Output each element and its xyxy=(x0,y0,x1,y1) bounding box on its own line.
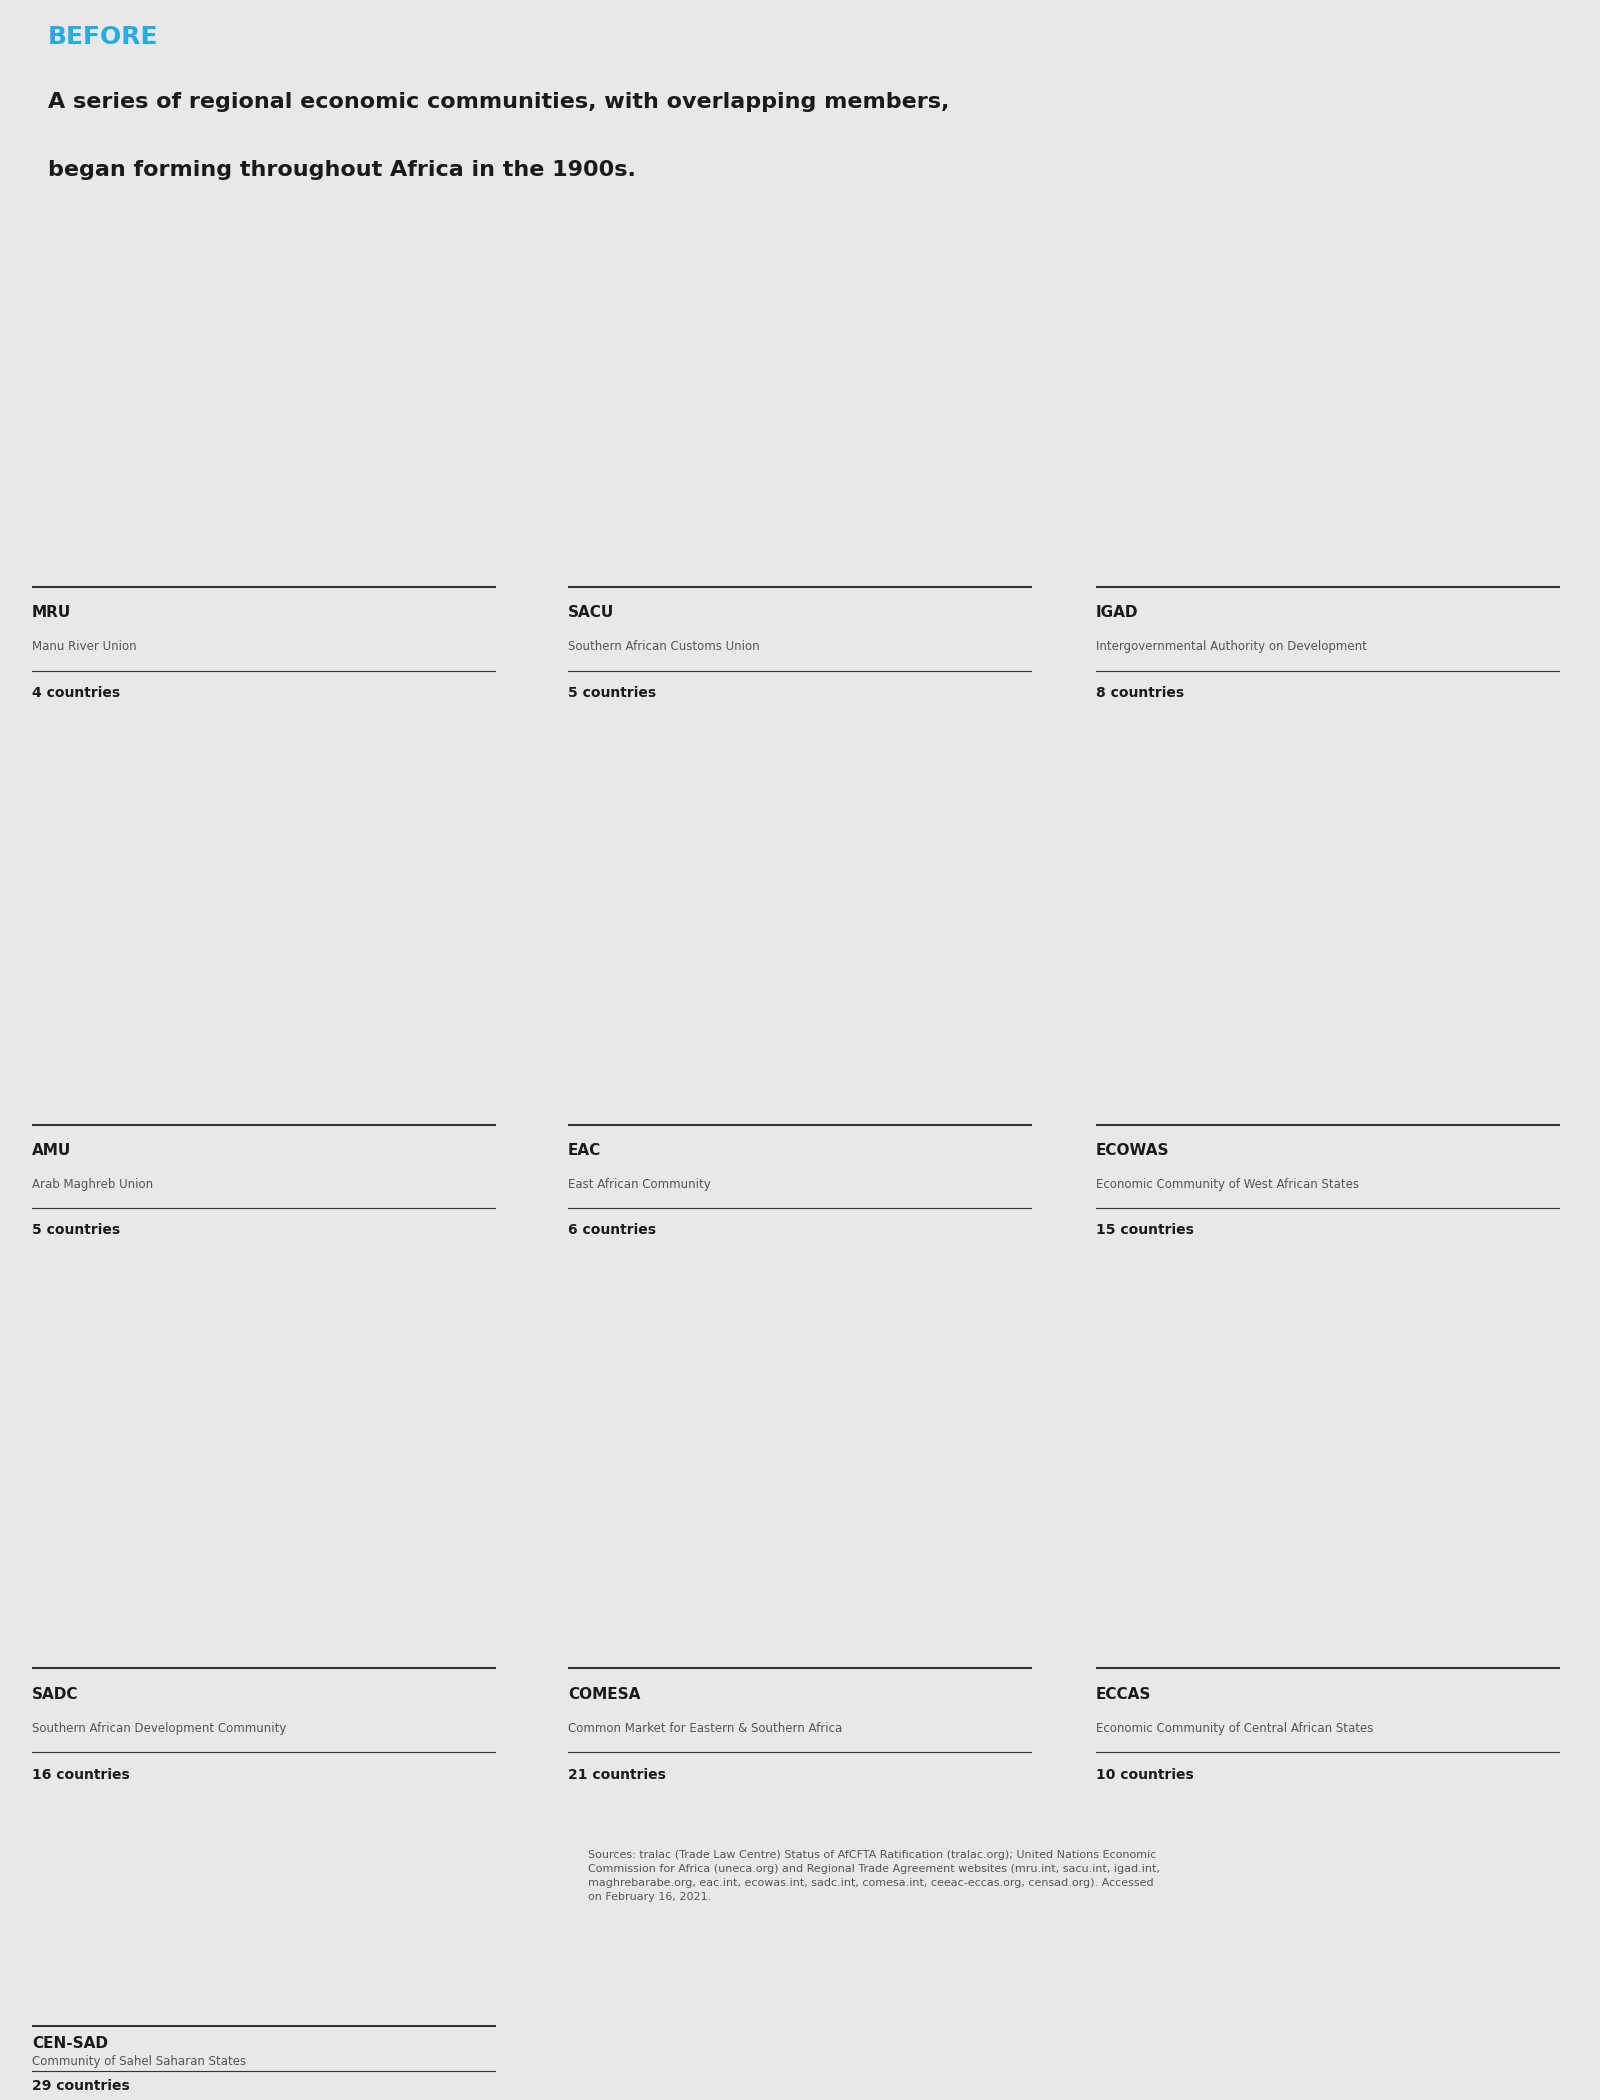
Text: A series of regional economic communities, with overlapping members,: A series of regional economic communitie… xyxy=(48,92,949,113)
Text: Sources: tralac (Trade Law Centre) Status of AfCFTA Ratification (tralac.org); U: Sources: tralac (Trade Law Centre) Statu… xyxy=(589,1850,1160,1903)
Text: 15 countries: 15 countries xyxy=(1096,1222,1194,1237)
Text: ECCAS: ECCAS xyxy=(1096,1686,1152,1701)
Text: Economic Community of West African States: Economic Community of West African State… xyxy=(1096,1178,1358,1191)
Text: 29 countries: 29 countries xyxy=(32,2079,130,2094)
Text: SACU: SACU xyxy=(568,605,614,620)
Text: AMU: AMU xyxy=(32,1142,72,1157)
Text: 16 countries: 16 countries xyxy=(32,1768,130,1781)
Text: Arab Maghreb Union: Arab Maghreb Union xyxy=(32,1178,154,1191)
Text: BEFORE: BEFORE xyxy=(48,25,158,48)
Text: 6 countries: 6 countries xyxy=(568,1222,656,1237)
Text: IGAD: IGAD xyxy=(1096,605,1139,620)
Text: East African Community: East African Community xyxy=(568,1178,710,1191)
Text: 5 countries: 5 countries xyxy=(568,687,656,699)
Text: CEN-SAD: CEN-SAD xyxy=(32,2035,109,2052)
Text: MRU: MRU xyxy=(32,605,72,620)
Text: 5 countries: 5 countries xyxy=(32,1222,120,1237)
Text: Manu River Union: Manu River Union xyxy=(32,640,136,653)
Text: Economic Community of Central African States: Economic Community of Central African St… xyxy=(1096,1722,1373,1735)
Text: Southern African Customs Union: Southern African Customs Union xyxy=(568,640,760,653)
Text: 4 countries: 4 countries xyxy=(32,687,120,699)
Text: 21 countries: 21 countries xyxy=(568,1768,666,1781)
Text: SADC: SADC xyxy=(32,1686,78,1701)
Text: ECOWAS: ECOWAS xyxy=(1096,1142,1170,1157)
Text: Common Market for Eastern & Southern Africa: Common Market for Eastern & Southern Afr… xyxy=(568,1722,842,1735)
Text: began forming throughout Africa in the 1900s.: began forming throughout Africa in the 1… xyxy=(48,160,635,181)
Text: Intergovernmental Authority on Development: Intergovernmental Authority on Developme… xyxy=(1096,640,1366,653)
Text: COMESA: COMESA xyxy=(568,1686,640,1701)
Text: 10 countries: 10 countries xyxy=(1096,1768,1194,1781)
Text: 8 countries: 8 countries xyxy=(1096,687,1184,699)
Text: Southern African Development Community: Southern African Development Community xyxy=(32,1722,286,1735)
Text: EAC: EAC xyxy=(568,1142,602,1157)
Text: Community of Sahel Saharan States: Community of Sahel Saharan States xyxy=(32,2054,246,2068)
